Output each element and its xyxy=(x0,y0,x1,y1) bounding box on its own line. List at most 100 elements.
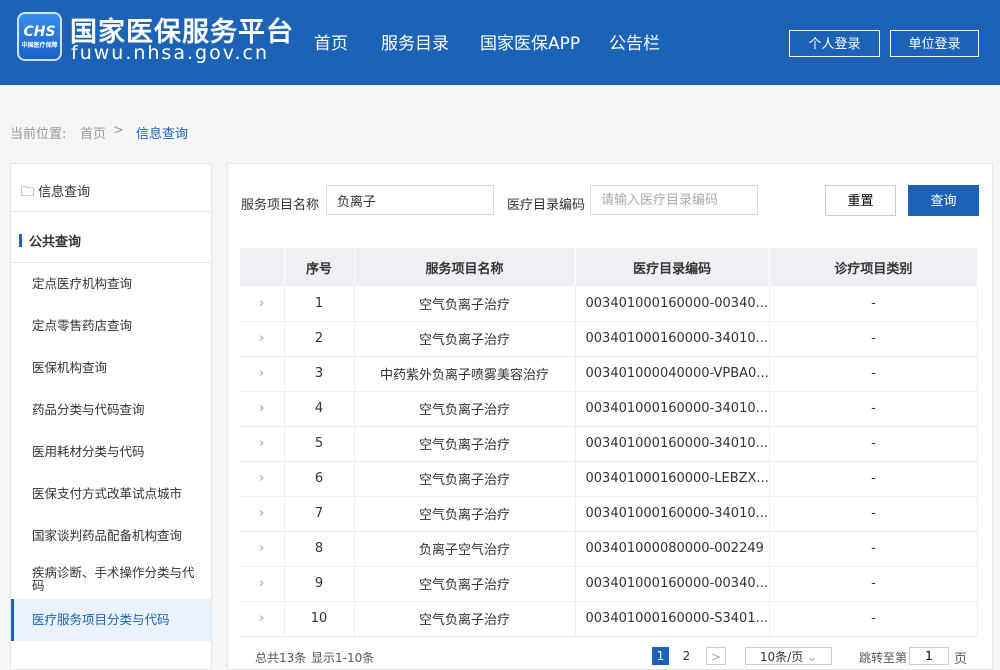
cell-name: 中药紫外负离子喷雾美容治疗 xyxy=(354,356,576,392)
table-row[interactable]: › 5 空气负离子治疗 003401000160000-34010... - xyxy=(240,426,979,462)
nav-home[interactable]: 首页 xyxy=(314,34,348,54)
showing-range: 显示1-10条 xyxy=(311,651,375,665)
expand-chevron-icon[interactable]: › xyxy=(240,426,285,462)
sidebar-item[interactable]: 药品分类与代码查询 xyxy=(32,402,145,417)
cell-seq: 9 xyxy=(284,566,355,602)
table-row[interactable]: › 3 中药紫外负离子喷雾美容治疗 003401000040000-VPBA0... - xyxy=(240,356,979,392)
expand-chevron-icon[interactable]: › xyxy=(240,496,285,532)
query-button[interactable]: 查询 xyxy=(908,185,979,216)
cell-category: - xyxy=(769,356,979,392)
cell-code: 003401000160000-LEBZX... xyxy=(575,461,770,497)
cell-category: - xyxy=(769,391,979,427)
site-title: 国家医保服务平台 xyxy=(70,17,294,48)
cell-category: - xyxy=(769,461,979,497)
nav-service-catalog[interactable]: 服务目录 xyxy=(381,34,449,54)
org-login-button[interactable]: 单位登录 xyxy=(890,30,979,57)
code-label: 医疗目录编码 xyxy=(507,198,586,213)
page-1[interactable]: 1 xyxy=(652,647,669,665)
table-row[interactable]: › 6 空气负离子治疗 003401000160000-LEBZX... - xyxy=(240,461,979,497)
expand-chevron-icon[interactable]: › xyxy=(240,391,285,427)
cell-name: 空气负离子治疗 xyxy=(354,601,576,637)
cell-name: 空气负离子治疗 xyxy=(354,461,576,497)
col-category: 诊疗项目类别 xyxy=(769,248,979,286)
cell-category: - xyxy=(769,321,979,357)
cell-category: - xyxy=(769,496,979,532)
cell-name: 空气负离子治疗 xyxy=(354,426,576,462)
page-size-value: 10条/页 xyxy=(759,650,804,664)
sidebar-section: 公共查询 xyxy=(11,212,211,263)
cell-seq: 4 xyxy=(284,391,355,427)
sidebar-item[interactable]: 疾病诊断、手术操作分类与代码 xyxy=(32,565,195,593)
col-expand xyxy=(240,248,285,286)
cell-code: 003401000160000-34010... xyxy=(575,321,770,357)
expand-chevron-icon[interactable]: › xyxy=(240,356,285,392)
folder-icon: 🗀 xyxy=(21,185,39,200)
cell-name: 空气负离子治疗 xyxy=(354,391,576,427)
sidebar-item[interactable]: 定点医疗机构查询 xyxy=(32,276,133,291)
table-row[interactable]: › 9 空气负离子治疗 003401000160000-00340... - xyxy=(240,566,979,602)
breadcrumb-label: 当前位置: xyxy=(10,127,67,142)
breadcrumb-current: 信息查询 xyxy=(136,127,189,142)
expand-chevron-icon[interactable]: › xyxy=(240,531,285,567)
cell-code: 003401000160000-34010... xyxy=(575,391,770,427)
reset-button[interactable]: 重置 xyxy=(825,185,896,216)
col-name: 服务项目名称 xyxy=(354,248,576,286)
cell-seq: 6 xyxy=(284,461,355,497)
jump-label: 跳转至第 xyxy=(859,651,908,665)
cell-category: - xyxy=(769,601,979,637)
service-name-input[interactable] xyxy=(326,185,494,215)
logo-sub: 中国医疗保障 xyxy=(21,42,58,49)
main-panel: 服务项目名称 医疗目录编码 重置 查询 序号 服务项目名称 医疗目录编码 诊疗项… xyxy=(227,163,993,670)
page-size-select[interactable]: 10条/页 ⌄ xyxy=(745,647,832,665)
personal-login-button[interactable]: 个人登录 xyxy=(789,30,880,57)
cell-seq: 7 xyxy=(284,496,355,532)
cell-code: 003401000160000-34010... xyxy=(575,426,770,462)
sidebar-item[interactable]: 国家谈判药品配备机构查询 xyxy=(32,528,183,543)
sidebar-item[interactable]: 医保支付方式改革试点城市 xyxy=(32,486,183,501)
section-label: 公共查询 xyxy=(29,235,82,250)
cell-category: - xyxy=(769,531,979,567)
expand-chevron-icon[interactable]: › xyxy=(240,321,285,357)
sidebar-item[interactable]: 医保机构查询 xyxy=(32,360,108,375)
cell-seq: 10 xyxy=(284,601,355,637)
table-row[interactable]: › 7 空气负离子治疗 003401000160000-34010... - xyxy=(240,496,979,532)
cell-seq: 2 xyxy=(284,321,355,357)
cell-code: 003401000160000-00340... xyxy=(575,286,770,322)
code-input[interactable] xyxy=(590,185,758,215)
header: CHS 中国医疗保障 国家医保服务平台 fuwu.nhsa.gov.cn 首页 服… xyxy=(0,0,1000,85)
breadcrumb-home[interactable]: 首页 xyxy=(80,127,107,142)
cell-code: 003401000040000-VPBA0... xyxy=(575,356,770,392)
sidebar-title: 🗀 信息查询 xyxy=(11,164,211,212)
expand-chevron-icon[interactable]: › xyxy=(240,461,285,497)
page-2[interactable]: 2 xyxy=(682,649,691,663)
site-url: fuwu.nhsa.gov.cn xyxy=(71,42,269,64)
chs-logo[interactable]: CHS 中国医疗保障 xyxy=(17,12,62,61)
sidebar-item[interactable]: 定点零售药店查询 xyxy=(32,318,133,333)
table-row[interactable]: › 8 负离子空气治疗 003401000080000-002249- xyxy=(240,531,979,567)
table-row[interactable]: › 10 空气负离子治疗 003401000160000-S3401... - xyxy=(240,601,979,637)
sidebar-item-active[interactable]: 医疗服务项目分类与代码 xyxy=(11,599,211,641)
expand-chevron-icon[interactable]: › xyxy=(240,566,285,602)
next-page-button[interactable]: > xyxy=(706,647,726,665)
cell-seq: 1 xyxy=(284,286,355,322)
cell-seq: 8 xyxy=(284,531,355,567)
section-bar xyxy=(19,234,22,247)
cell-name: 负离子空气治疗 xyxy=(354,531,576,567)
table-row[interactable]: › 1 空气负离子治疗 003401000160000-00340... - xyxy=(240,286,979,322)
nav-app[interactable]: 国家医保APP xyxy=(480,34,581,54)
table-row[interactable]: › 4 空气负离子治疗 003401000160000-34010... - xyxy=(240,391,979,427)
cell-code: 003401000160000-00340... xyxy=(575,566,770,602)
cell-name: 空气负离子治疗 xyxy=(354,286,576,322)
cell-category: - xyxy=(769,286,979,322)
sidebar-item[interactable]: 医用耗材分类与代码 xyxy=(32,444,145,459)
expand-chevron-icon[interactable]: › xyxy=(240,286,285,322)
expand-chevron-icon[interactable]: › xyxy=(240,601,285,637)
jump-unit: 页 xyxy=(954,652,968,667)
logo-text: CHS xyxy=(23,24,56,40)
sidebar-title-text: 信息查询 xyxy=(38,185,91,200)
nav-bulletin[interactable]: 公告栏 xyxy=(609,34,660,54)
jump-input[interactable] xyxy=(909,647,949,665)
cell-name: 空气负离子治疗 xyxy=(354,566,576,602)
table-row[interactable]: › 2 空气负离子治疗 003401000160000-34010... - xyxy=(240,321,979,357)
chevron-down-icon: ⌄ xyxy=(807,650,818,664)
